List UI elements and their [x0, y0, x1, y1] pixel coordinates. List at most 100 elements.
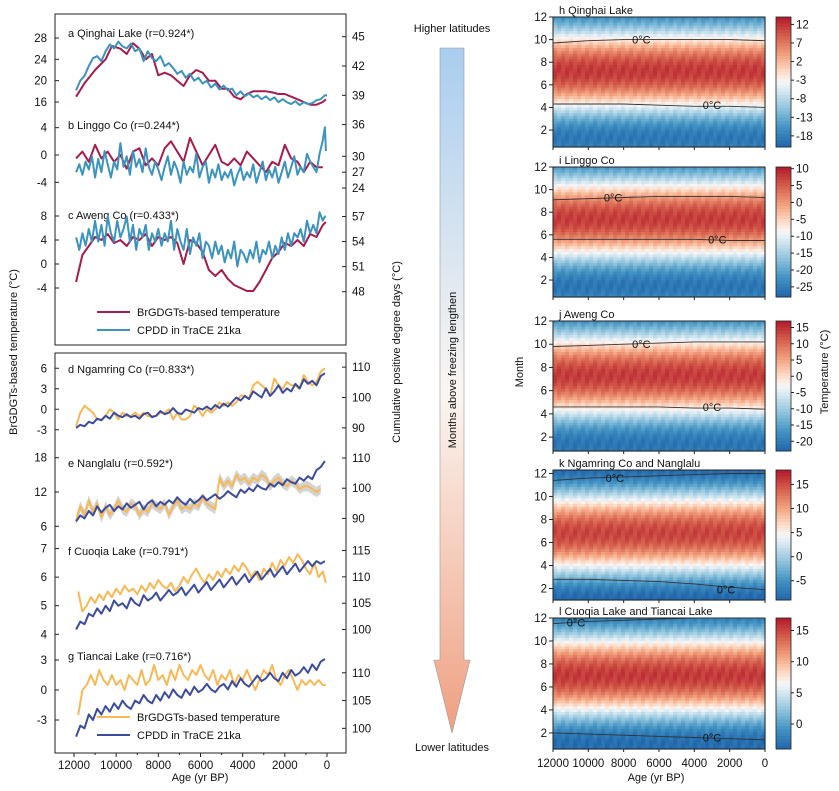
heatmap-cell — [633, 251, 638, 256]
heatmap-cell — [729, 172, 734, 177]
heatmap-cell — [709, 226, 714, 230]
heatmap-cell — [557, 124, 562, 128]
heatmap-cell — [637, 274, 642, 278]
heatmap-cell — [561, 288, 566, 292]
heatmap-cell — [661, 28, 666, 32]
heatmap-cell — [581, 76, 586, 80]
heatmap-cell — [661, 195, 666, 199]
heatmap-cell — [689, 19, 694, 24]
heatmap-cell — [597, 223, 602, 227]
heatmap-cell — [609, 101, 614, 106]
heatmap-cell — [685, 209, 690, 213]
heatmap-cell — [669, 260, 674, 264]
heatmap-cell — [709, 220, 714, 225]
heatmap-cell — [705, 110, 710, 114]
heatmap-cell — [605, 223, 610, 227]
heatmap-cell — [737, 84, 742, 89]
heatmap-cell — [581, 82, 586, 86]
heatmap-cell — [557, 288, 562, 292]
heatmap-cell — [705, 53, 710, 58]
heatmap-cell — [745, 96, 750, 100]
heatmap-cell — [713, 265, 718, 270]
heatmap-cell — [621, 215, 626, 219]
heatmap-cell — [737, 189, 742, 194]
right-heatmaps: 0°C0°Ch Qinghai Lake246810121272-3-8-13-… — [534, 5, 812, 770]
heatmap-cell — [569, 217, 574, 222]
heatmap-cell — [581, 84, 586, 89]
heatmap-cell — [617, 50, 622, 55]
heatmap-cell — [601, 79, 606, 83]
heatmap-cell — [597, 90, 602, 94]
heatmap-cell — [709, 124, 714, 128]
heatmap-cell — [653, 121, 658, 125]
heatmap-cell — [565, 82, 570, 86]
heatmap-cell — [665, 87, 670, 92]
heatmap-cell — [649, 271, 654, 275]
heatmap-cell — [629, 144, 634, 148]
heatmap-cell — [681, 82, 686, 86]
heatmap-cell — [729, 232, 734, 236]
heatmap-cell — [761, 42, 766, 46]
heatmap-cell — [757, 167, 762, 171]
heatmap-cell — [585, 198, 590, 202]
heatmap-cell — [689, 82, 694, 86]
heatmap-cell — [737, 48, 742, 52]
heatmap-cell — [625, 36, 630, 41]
heatmap-cell — [665, 192, 670, 196]
heatmap-cell — [653, 280, 658, 284]
heatmap-cell — [681, 48, 686, 52]
heatmap-cell — [725, 285, 730, 290]
heatmap-cell — [685, 285, 690, 290]
heatmap-cell — [593, 254, 598, 259]
heatmap-cell — [577, 274, 582, 278]
heatmap-cell — [673, 28, 678, 32]
heatmap-cell — [617, 141, 622, 145]
heatmap-cell — [569, 76, 574, 80]
heatmap-cell — [665, 167, 670, 171]
heatmap-cell — [697, 209, 702, 213]
heatmap-cell — [665, 31, 670, 35]
heatmap-cell — [649, 84, 654, 89]
heatmap-cell — [637, 132, 642, 137]
heatmap-cell — [753, 107, 758, 111]
heatmap-cell — [685, 110, 690, 114]
heatmap-cell — [733, 76, 738, 80]
heatmap-cell — [669, 82, 674, 86]
heatmap-cell — [741, 50, 746, 55]
right-tick-label: 42 — [352, 61, 365, 73]
heatmap-cell — [565, 31, 570, 35]
heatmap-cell — [693, 98, 698, 103]
heatmap-cell — [745, 277, 750, 281]
heatmap-cell — [573, 251, 578, 256]
heatmap-cell — [709, 229, 714, 233]
heatmap-cell — [617, 76, 622, 80]
heatmap-cell — [709, 130, 714, 134]
heatmap-cell — [673, 82, 678, 86]
heatmap-cell — [645, 50, 650, 55]
heatmap-cell — [617, 36, 622, 41]
heatmap-cell — [697, 31, 702, 35]
heatmap-cell — [589, 67, 594, 72]
heatmap-cell — [621, 53, 626, 58]
heatmap-cell — [601, 65, 606, 69]
heatmap-cell — [625, 56, 630, 60]
heatmap-cell — [717, 31, 722, 35]
heatmap-cell — [593, 223, 598, 227]
heatmap-cell — [669, 243, 674, 247]
right-tick-label: 57 — [352, 212, 365, 224]
heatmap-cell — [569, 48, 574, 52]
heatmap-cell — [613, 232, 618, 236]
heatmap-cell — [585, 67, 590, 72]
heatmap-cell — [693, 121, 698, 125]
heatmap-cell — [653, 98, 658, 103]
heatmap-cell — [745, 53, 750, 58]
heatmap-cell — [613, 104, 618, 109]
heatmap-cell — [569, 181, 574, 185]
heatmap-cell — [705, 130, 710, 134]
heatmap-cell — [637, 115, 642, 120]
heatmap-cell — [725, 70, 730, 75]
heatmap-cell — [753, 127, 758, 131]
heatmap-cell — [669, 181, 674, 185]
heatmap-cell — [609, 124, 614, 128]
